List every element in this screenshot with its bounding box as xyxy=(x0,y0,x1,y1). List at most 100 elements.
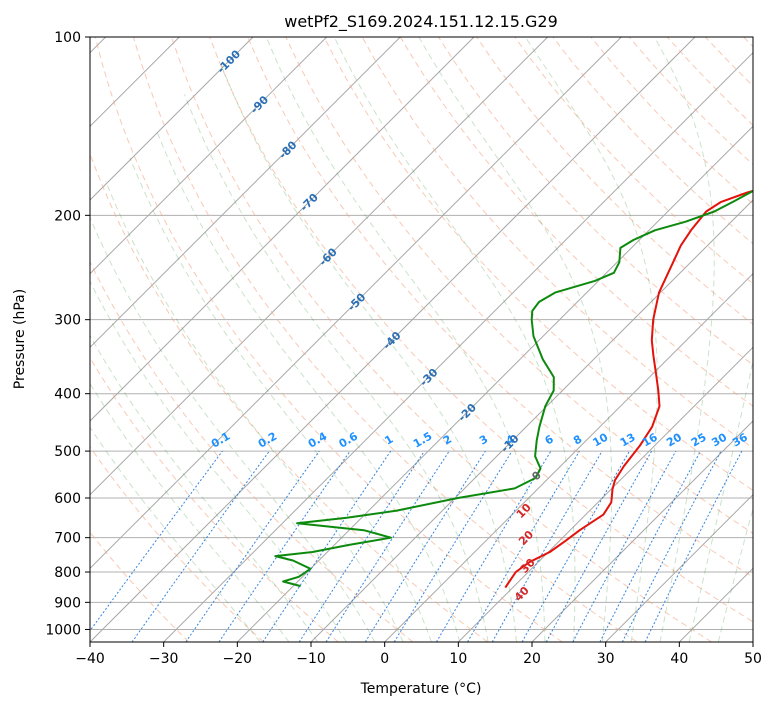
mixing-ratio-line xyxy=(325,450,450,642)
dry-adiabat-line xyxy=(90,260,414,642)
isotherm-line xyxy=(605,493,753,642)
moist-adiabat-line xyxy=(717,507,753,642)
x-tick-label: −40 xyxy=(75,651,105,667)
x-tick-label: −30 xyxy=(149,651,179,667)
moist-adiabat-line xyxy=(90,216,376,642)
mixing-ratio-label: 2 xyxy=(441,433,454,448)
moist-adiabat-line xyxy=(219,61,517,642)
moist-adiabat-line xyxy=(90,426,261,642)
x-tick-label: 30 xyxy=(597,651,615,667)
dry-adiabat-line xyxy=(90,446,264,642)
moist-adiabat-label: 10 xyxy=(514,501,534,521)
dry-adiabat-line xyxy=(132,37,638,642)
isotherm-line xyxy=(236,125,753,642)
mixing-ratio-line xyxy=(545,450,653,642)
dry-adiabat-line xyxy=(323,37,753,491)
isotherm-line xyxy=(678,567,753,642)
x-tick-label: 50 xyxy=(744,651,762,667)
chart-title: wetPf2_S169.2024.151.12.15.G29 xyxy=(284,12,558,32)
moist-adiabat-line xyxy=(184,94,489,642)
mixing-ratio-line xyxy=(491,450,603,642)
dry-adiabat-label: -80 xyxy=(276,138,299,161)
mixing-ratio-line xyxy=(185,450,320,642)
dry-adiabat-line xyxy=(90,531,190,642)
mixing-ratio-line xyxy=(90,450,223,632)
dry-adiabat-line xyxy=(476,37,753,325)
x-tick-label: 40 xyxy=(670,651,688,667)
mixing-ratio-line xyxy=(131,450,270,642)
dry-adiabat-line xyxy=(285,37,753,535)
dry-adiabat-line xyxy=(437,37,753,366)
dry-adiabat-line xyxy=(666,37,753,126)
x-tick-label: 0 xyxy=(380,651,389,667)
mixing-ratio-label: 6 xyxy=(543,432,556,447)
mixing-ratio-label: 0.4 xyxy=(306,429,330,450)
dry-adiabat-label: -100 xyxy=(215,47,244,76)
mixing-ratio-line xyxy=(621,450,722,642)
dry-adiabat-line xyxy=(704,37,753,87)
dry-adiabat-label: -30 xyxy=(417,366,440,389)
moist-adiabat-line xyxy=(90,334,319,642)
mixing-ratio-label: 0.2 xyxy=(256,430,279,451)
mixing-ratio-label: 16 xyxy=(640,430,660,449)
x-axis-label: Temperature (°C) xyxy=(360,681,482,697)
isotherm-line xyxy=(384,272,753,642)
mixing-ratio-line xyxy=(298,450,425,642)
y-tick-label: 700 xyxy=(54,531,81,547)
y-tick-label: 100 xyxy=(54,30,81,46)
moist-adiabat-line xyxy=(418,37,613,642)
isotherm-line xyxy=(90,37,475,422)
dry-adiabat-line xyxy=(94,37,563,642)
isotherm-line xyxy=(90,37,401,349)
mixing-ratio-label: 1 xyxy=(382,433,395,448)
y-tick-label: 300 xyxy=(54,313,81,329)
plot-frame xyxy=(89,36,754,643)
isotherm-line xyxy=(90,37,549,496)
y-tick-label: 400 xyxy=(54,387,81,403)
mixing-ratio-label: 30 xyxy=(709,430,729,449)
dry-adiabat-line xyxy=(171,37,712,642)
dry-adiabat-line xyxy=(514,37,753,285)
dry-adiabat-line xyxy=(209,37,753,623)
isotherm-line xyxy=(90,37,622,570)
isotherm-line xyxy=(310,199,753,642)
moist-adiabat-line xyxy=(524,37,658,642)
isotherm-line xyxy=(90,37,328,275)
moist-adiabat-line xyxy=(156,132,461,642)
mixing-ratio-line xyxy=(521,450,630,642)
isotherm-line xyxy=(531,420,753,642)
moist-adiabat-line xyxy=(90,280,347,642)
moist-adiabat-line xyxy=(653,37,715,642)
mixing-ratio-label: 0.6 xyxy=(337,429,361,450)
mixing-ratio-line xyxy=(218,450,351,642)
mixing-ratio-line xyxy=(262,450,392,642)
y-tick-label: 1000 xyxy=(45,622,81,638)
moist-adiabat-label: 40 xyxy=(512,584,532,604)
mixing-ratio-label: 13 xyxy=(618,431,638,450)
mixing-ratio-line xyxy=(644,450,743,642)
dry-adiabat-line xyxy=(90,152,488,642)
isotherm-line xyxy=(163,51,753,642)
isotherm-line xyxy=(90,37,696,642)
temperature-profile-line xyxy=(504,189,753,589)
y-tick-label: 800 xyxy=(54,565,81,581)
dewpoint-profile-line xyxy=(274,189,753,588)
x-tick-label: −10 xyxy=(296,651,326,667)
y-tick-label: 900 xyxy=(54,595,81,611)
x-tick-label: 10 xyxy=(449,651,467,667)
moist-adiabat-line xyxy=(265,37,546,642)
x-tick-label: −20 xyxy=(223,651,253,667)
mixing-ratio-label: 36 xyxy=(730,430,750,449)
moist-adiabat-line xyxy=(129,157,432,642)
mixing-ratio-line xyxy=(572,450,677,642)
y-tick-label: 600 xyxy=(54,491,81,507)
dry-adiabat-label: -70 xyxy=(298,191,321,214)
isotherm-line xyxy=(752,641,753,642)
moist-adiabat-line xyxy=(105,180,404,642)
dry-adiabat-line xyxy=(247,37,753,578)
isotherm-line xyxy=(90,37,254,201)
mixing-ratio-label: 0.1 xyxy=(209,430,232,451)
moist-adiabat-line xyxy=(90,382,290,642)
mixing-ratio-label: 8 xyxy=(571,433,584,448)
